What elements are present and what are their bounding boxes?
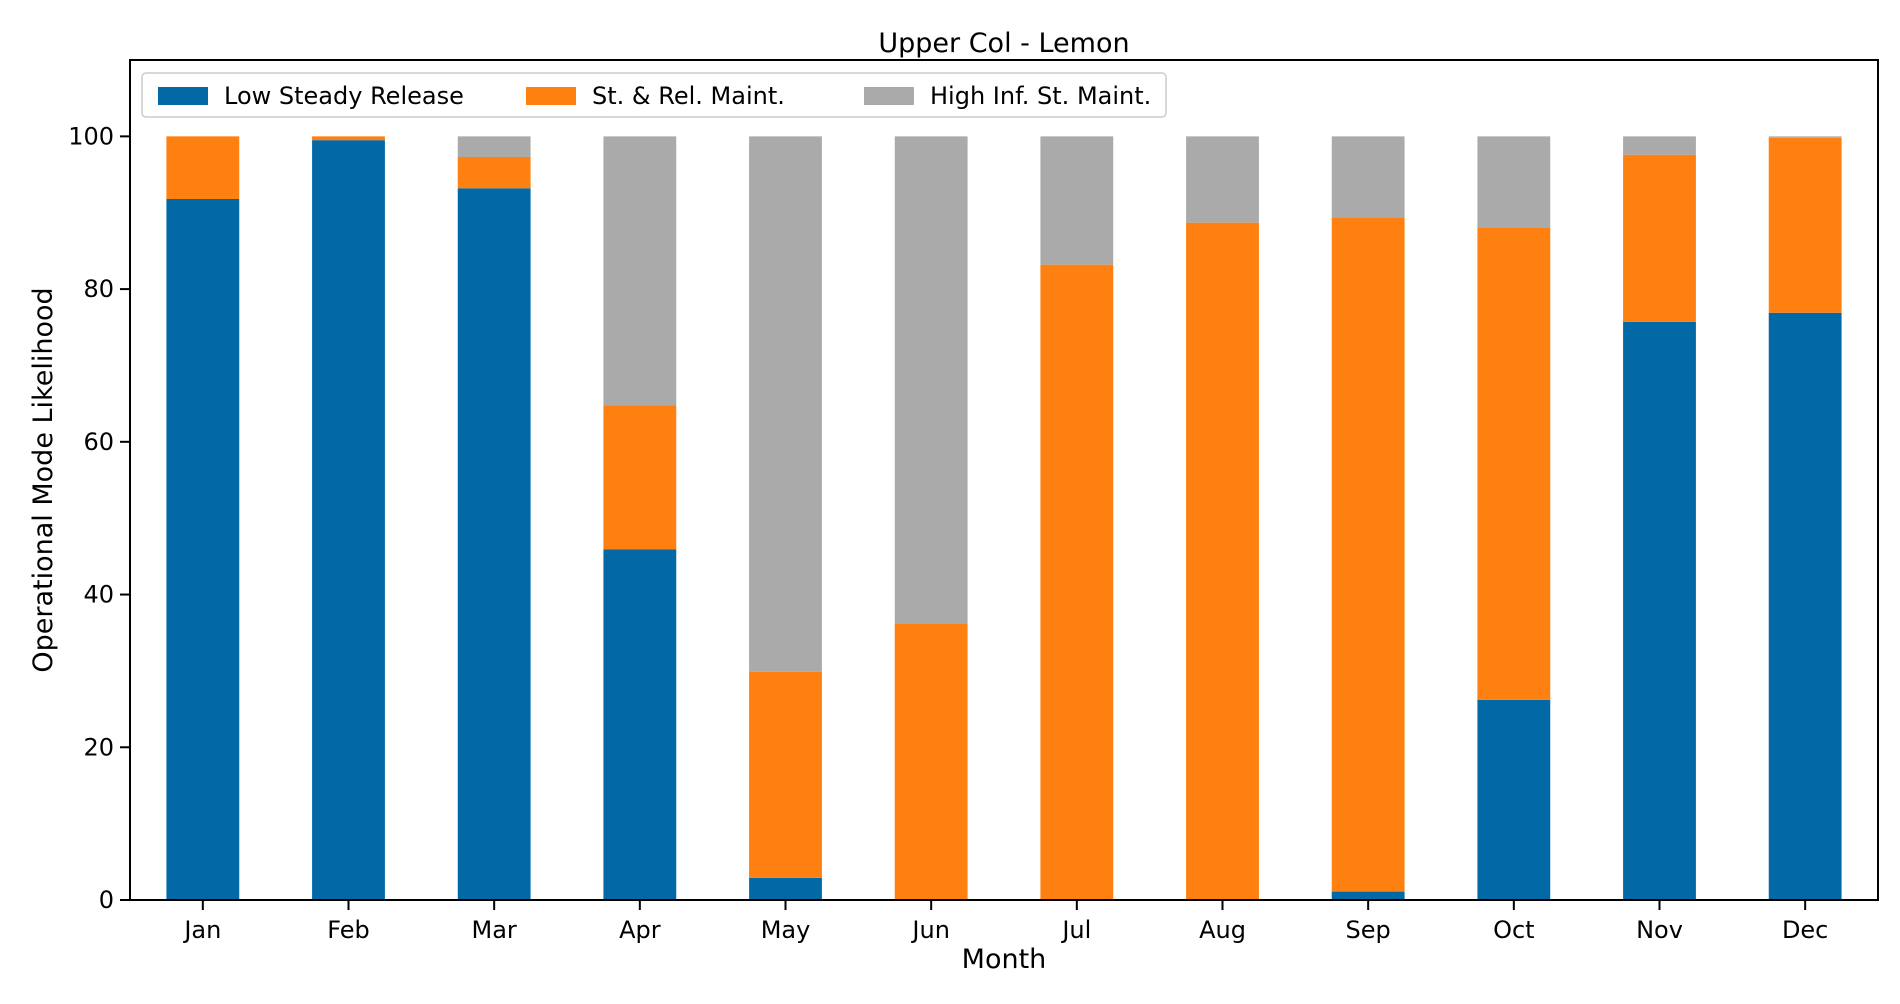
bar-jun-series-3 bbox=[894, 136, 968, 624]
y-tick-label: 20 bbox=[83, 733, 114, 761]
y-tick-label: 100 bbox=[68, 122, 114, 150]
bar-jun-series-2 bbox=[894, 623, 968, 900]
bar-apr-series-2 bbox=[603, 405, 677, 550]
bar-mar-series-1 bbox=[457, 188, 531, 901]
x-tick-label: Jun bbox=[910, 916, 950, 944]
y-tick-label: 40 bbox=[83, 581, 114, 609]
x-tick-label: May bbox=[761, 916, 811, 944]
y-tick-label: 0 bbox=[99, 886, 114, 914]
bar-may-series-2 bbox=[749, 671, 822, 878]
bar-apr-series-3 bbox=[603, 136, 677, 406]
bar-dec-series-1 bbox=[1768, 312, 1842, 900]
legend-swatch-series-3 bbox=[864, 87, 914, 105]
x-tick-label: Dec bbox=[1782, 916, 1828, 944]
x-tick-label: Sep bbox=[1346, 916, 1391, 944]
x-tick-label: Jan bbox=[182, 916, 221, 944]
legend-label-series-2: St. & Rel. Maint. bbox=[592, 82, 785, 110]
x-tick-label: Apr bbox=[619, 916, 661, 944]
bar-may-series-3 bbox=[749, 136, 822, 672]
bars-layer bbox=[166, 136, 1842, 901]
bar-feb-series-2 bbox=[312, 136, 385, 141]
plot-frame bbox=[129, 59, 1879, 901]
bar-jan-series-2 bbox=[166, 136, 240, 199]
bar-sep-series-1 bbox=[1331, 891, 1405, 900]
legend-box bbox=[141, 72, 1167, 118]
legend-swatch-series-2 bbox=[526, 87, 576, 105]
bar-sep-series-3 bbox=[1331, 136, 1405, 218]
bar-oct-series-3 bbox=[1477, 136, 1551, 228]
bar-oct-series-1 bbox=[1477, 699, 1551, 900]
x-tick-label: Aug bbox=[1199, 916, 1246, 944]
bar-oct-series-2 bbox=[1477, 227, 1551, 700]
bar-apr-series-1 bbox=[603, 549, 677, 900]
bar-nov-series-2 bbox=[1623, 154, 1696, 322]
y-axis-label: Operational Mode Likelihood bbox=[28, 287, 59, 672]
y-tick-label: 80 bbox=[83, 275, 114, 303]
bar-feb-series-1 bbox=[312, 140, 385, 900]
x-tick-label: Feb bbox=[327, 916, 370, 944]
bar-jan-series-1 bbox=[166, 198, 240, 900]
bar-may-series-1 bbox=[749, 877, 822, 900]
bar-mar-series-3 bbox=[457, 136, 531, 157]
bar-dec-series-3 bbox=[1768, 136, 1842, 138]
x-axis-label: Month bbox=[962, 944, 1047, 975]
x-tick-label: Jul bbox=[1060, 916, 1091, 944]
bar-dec-series-2 bbox=[1768, 137, 1842, 313]
bar-jul-series-3 bbox=[1040, 136, 1114, 265]
bar-aug-series-2 bbox=[1186, 222, 1259, 900]
bar-aug-series-3 bbox=[1186, 136, 1259, 223]
legend: Low Steady Release St. & Rel. Maint. High … bbox=[141, 72, 1167, 118]
bar-nov-series-1 bbox=[1623, 321, 1696, 901]
legend-swatch-series-1 bbox=[158, 87, 208, 105]
bar-sep-series-2 bbox=[1331, 217, 1405, 892]
x-tick-label: Mar bbox=[472, 916, 517, 944]
chart-title: Upper Col - Lemon bbox=[878, 28, 1129, 59]
axes-layer: 0 20 40 60 80 100 Jan Feb Mar Apr May Jun Jul Aug Sep O… bbox=[68, 59, 1879, 944]
legend-label-series-3: High Inf. St. Maint. bbox=[930, 82, 1151, 110]
x-tick-label: Nov bbox=[1636, 916, 1683, 944]
legend-label-series-1: Low Steady Release bbox=[224, 82, 464, 110]
bar-nov-series-3 bbox=[1623, 136, 1696, 155]
bar-jul-series-2 bbox=[1040, 264, 1114, 900]
y-tick-label: 60 bbox=[83, 428, 114, 456]
x-tick-label: Oct bbox=[1493, 916, 1535, 944]
bar-mar-series-2 bbox=[457, 156, 531, 189]
